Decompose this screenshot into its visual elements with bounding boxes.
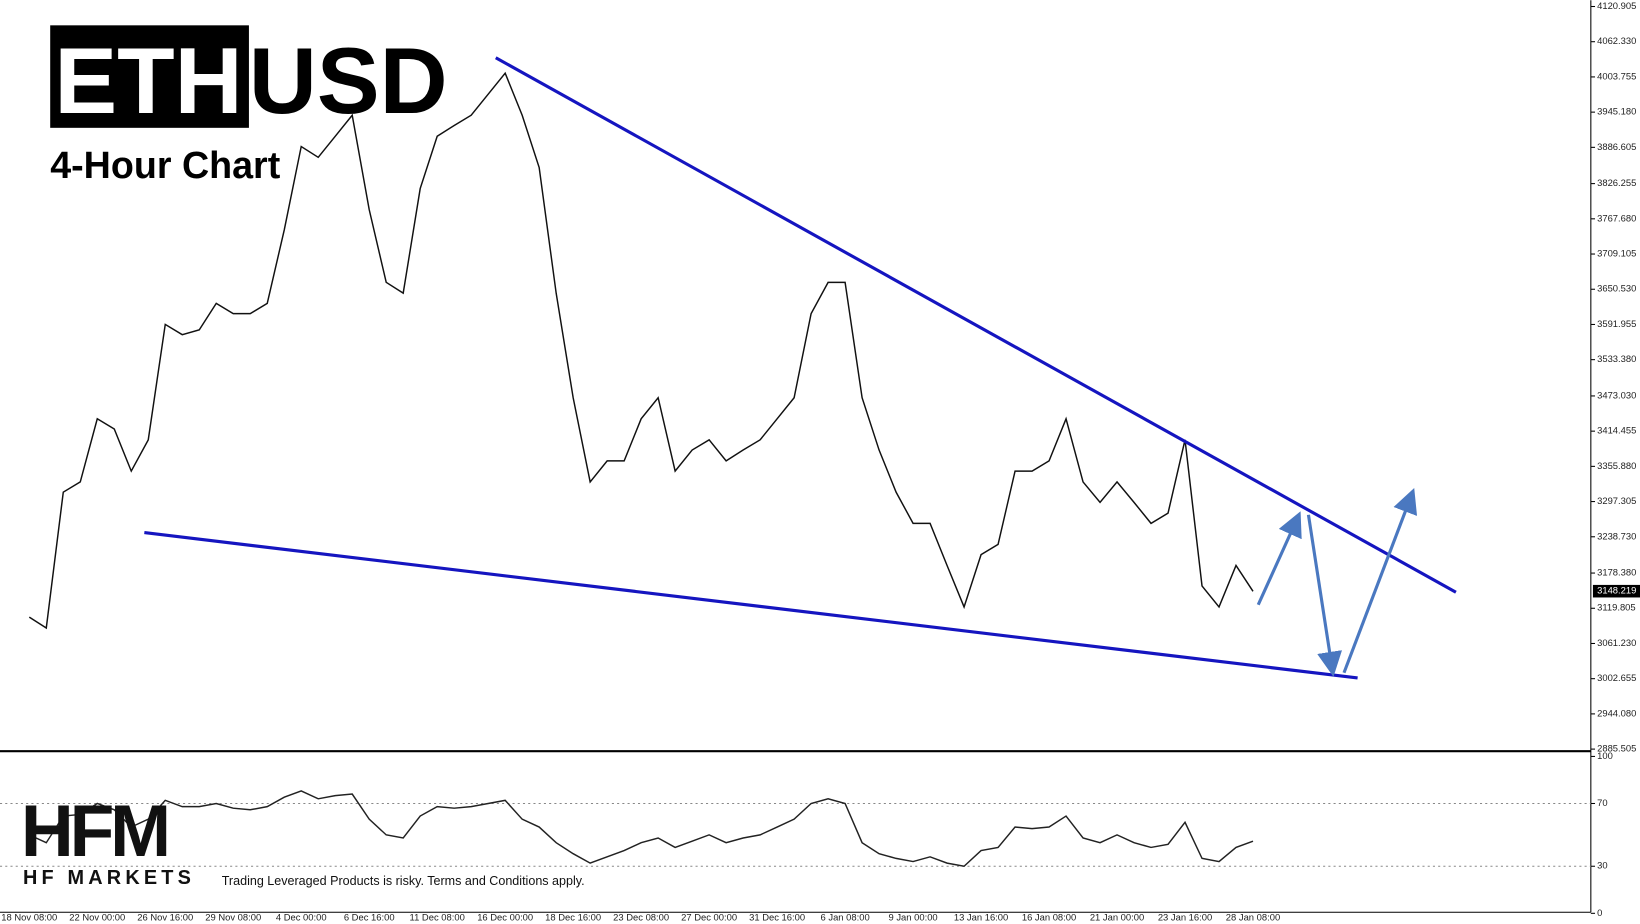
x-tick-label: 22 Nov 00:00 xyxy=(69,912,125,923)
x-tick-label: 21 Jan 00:00 xyxy=(1090,912,1144,923)
x-tick-label: 6 Jan 08:00 xyxy=(821,912,870,923)
y-tick-label: 3709.105 xyxy=(1597,248,1636,259)
last-price-box xyxy=(1592,584,1640,598)
x-tick-label: 6 Dec 16:00 xyxy=(344,912,395,923)
y-tick-label: 3414.455 xyxy=(1597,425,1636,436)
y-tick-label: 3945.180 xyxy=(1597,106,1636,117)
x-tick-label: 26 Nov 16:00 xyxy=(137,912,193,923)
y-tick-label: 3238.730 xyxy=(1597,530,1636,541)
x-tick-label: 18 Nov 08:00 xyxy=(1,912,57,923)
x-tick-label: 27 Dec 00:00 xyxy=(681,912,737,923)
last-price-label: 3148.219 xyxy=(1597,585,1636,596)
y-tick-label: 3473.030 xyxy=(1597,389,1636,400)
y-tick-label: 3355.880 xyxy=(1597,460,1636,471)
symbol-base: ETH xyxy=(54,28,242,133)
x-tick-label: 11 Dec 08:00 xyxy=(410,912,465,923)
price-line xyxy=(28,790,1254,868)
x-tick-label: 9 Jan 00:00 xyxy=(889,912,938,923)
brand-logo: HFM xyxy=(21,790,167,872)
y-tick-label: 3886.605 xyxy=(1597,141,1636,152)
y-tick-label: 3297.305 xyxy=(1597,495,1636,506)
x-tick-label: 16 Dec 00:00 xyxy=(477,912,533,923)
support-trendline xyxy=(144,531,1358,680)
x-tick-label: 16 Jan 08:00 xyxy=(1022,912,1076,923)
x-tick-label: 13 Jan 16:00 xyxy=(954,912,1008,923)
y-tick-label: 2944.080 xyxy=(1597,707,1636,718)
x-tick-label: 23 Dec 08:00 xyxy=(613,912,669,923)
y-tick-label: 3826.255 xyxy=(1597,177,1636,188)
x-tick-label: 4 Dec 00:00 xyxy=(276,912,327,923)
y-tick-label: 0 xyxy=(1597,907,1602,918)
symbol-quote: USD xyxy=(249,28,448,133)
disclaimer: Trading Leveraged Products is risky. Ter… xyxy=(222,874,585,888)
symbol-base-box xyxy=(50,25,249,128)
y-tick-label: 3533.380 xyxy=(1597,353,1636,364)
y-tick-label: 3119.805 xyxy=(1597,602,1636,613)
y-tick-label: 30 xyxy=(1597,860,1607,871)
y-tick-label: 3002.655 xyxy=(1597,672,1636,683)
x-tick-label: 23 Jan 16:00 xyxy=(1158,912,1212,923)
x-tick-label: 28 Jan 08:00 xyxy=(1226,912,1280,923)
y-tick-label: 4120.905 xyxy=(1597,0,1636,11)
y-tick-label: 3591.955 xyxy=(1597,318,1636,329)
price-line xyxy=(28,71,1254,630)
y-tick-label: 3178.380 xyxy=(1597,567,1636,578)
subtitle: 4-Hour Chart xyxy=(50,144,280,186)
brand-name: HF MARKETS xyxy=(23,867,195,889)
y-tick-label: 100 xyxy=(1597,750,1613,761)
y-tick-label: 3650.530 xyxy=(1597,283,1636,294)
y-tick-label: 2885.505 xyxy=(1597,743,1636,754)
x-tick-label: 29 Nov 08:00 xyxy=(205,912,261,923)
y-tick-label: 70 xyxy=(1597,797,1607,808)
resistance-trendline xyxy=(495,56,1457,594)
y-tick-label: 4003.755 xyxy=(1597,70,1636,81)
y-tick-label: 4062.330 xyxy=(1597,35,1636,46)
y-tick-label: 3767.680 xyxy=(1597,212,1636,223)
x-tick-label: 18 Dec 16:00 xyxy=(545,912,601,923)
x-tick-label: 31 Dec 16:00 xyxy=(749,912,805,923)
projection-arrows xyxy=(1256,488,1418,677)
y-tick-label: 3061.230 xyxy=(1597,637,1636,648)
